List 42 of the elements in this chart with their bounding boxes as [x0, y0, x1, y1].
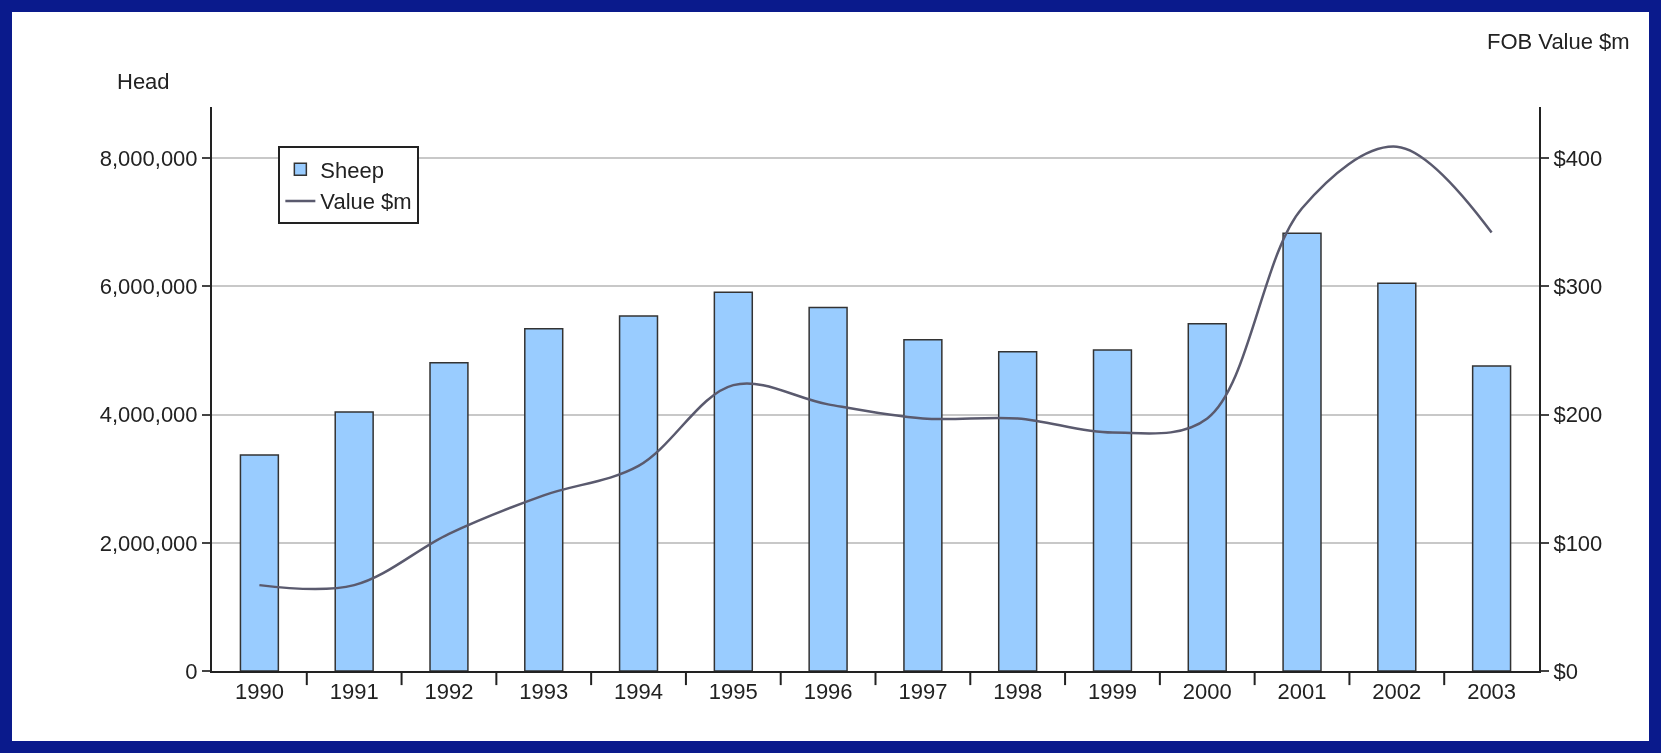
- x-tick-label: 1990: [234, 679, 284, 705]
- x-tick-label: 2003: [1467, 679, 1517, 705]
- x-tick-label: 1997: [898, 679, 948, 705]
- bar: [1187, 322, 1227, 671]
- y-tick-label: 6,000,000: [99, 274, 198, 300]
- bar: [713, 291, 754, 671]
- x-tick-label: 1995: [708, 679, 758, 705]
- y-tick-label: 4,000,000: [99, 402, 198, 428]
- x-tick-label: 1992: [424, 679, 474, 705]
- bar: [239, 454, 280, 671]
- y2-tick-label: $0: [1553, 658, 1578, 684]
- bar: [429, 361, 469, 671]
- y2-tick-label: $100: [1553, 530, 1603, 556]
- bar: [1377, 282, 1417, 671]
- bar: [1282, 232, 1322, 671]
- legend-label: Sheep: [320, 157, 384, 183]
- x-tick-label: 2002: [1372, 679, 1422, 705]
- x-tick-label: 2001: [1277, 679, 1327, 705]
- x-tick-label: 1999: [1087, 679, 1137, 705]
- y-tick-label: 0: [185, 658, 198, 684]
- y2-tick-label: $300: [1553, 274, 1603, 300]
- bar: [334, 411, 374, 671]
- bar: [808, 306, 848, 671]
- x-tick-label: 1998: [993, 679, 1043, 705]
- y-tick-label: 2,000,000: [99, 530, 198, 556]
- legend-label: Value $m: [320, 189, 412, 215]
- x-tick-label: 2000: [1182, 679, 1232, 705]
- y2-tick-label: $200: [1553, 402, 1603, 428]
- bar: [618, 315, 659, 671]
- y-tick-label: 8,000,000: [99, 145, 198, 171]
- y2-tick-label: $400: [1553, 145, 1603, 171]
- x-tick-label: 1994: [614, 679, 664, 705]
- bar: [997, 351, 1038, 671]
- y-axis-title: Head: [117, 69, 170, 94]
- x-tick-label: 1991: [329, 679, 379, 705]
- x-tick-label: 1993: [519, 679, 569, 705]
- bar: [1092, 349, 1133, 671]
- bar: [524, 328, 564, 671]
- y2-axis-title: FOB Value $m: [1487, 29, 1630, 54]
- bar: [1471, 365, 1512, 671]
- x-tick-label: 1996: [803, 679, 853, 705]
- bar: [903, 338, 943, 671]
